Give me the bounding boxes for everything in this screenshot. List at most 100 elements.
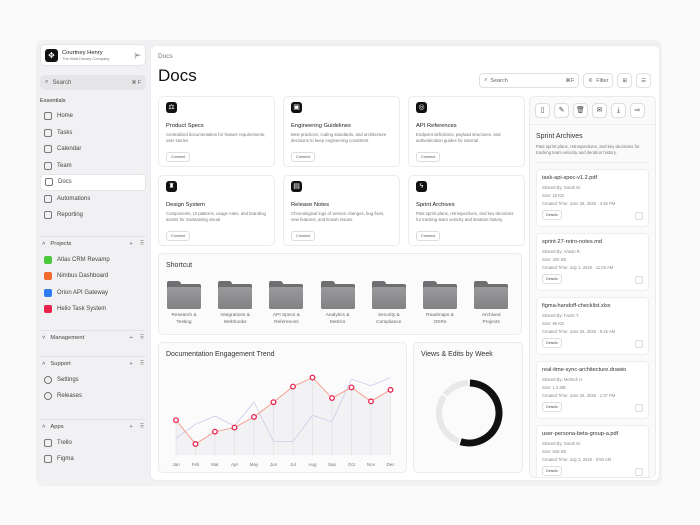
more-icon[interactable] [635,212,643,220]
folder-move-icon[interactable]: ⇨ [630,103,645,118]
management-group-header[interactable]: ˅ Management + ⠿ [40,329,146,346]
shortcut-folder[interactable]: API Specs & References [269,281,304,326]
sidebar-item-calendar[interactable]: Calendar [40,141,146,158]
project-item[interactable]: Orion API Gateway [40,285,146,302]
details-button[interactable]: Details [542,466,562,476]
file-item[interactable]: task-api-spec-v1.2.pdf Shared By: Sarah M… [536,169,649,227]
file-item[interactable]: real-time-sync-architecture.drawio Shared… [536,361,649,419]
app-item-trello[interactable]: Trello [40,435,146,452]
project-icon [44,272,52,281]
support-group-header[interactable]: ˄ Support + ⠿ [40,355,146,372]
x-tick-label: Jul [290,462,296,467]
add-icon[interactable]: + [129,424,133,430]
doc-card[interactable]: ◎ API References Endpoint definitions, pay… [408,96,525,167]
shortcut-folder[interactable]: Integrations & Webhooks [218,281,253,326]
file-shared-by: Shared By: Ahsan R. [542,249,581,254]
card-title: Sprint Archives [416,202,455,208]
account-switcher[interactable]: ✥ Courtney Henry The Walt Disney Company … [40,44,146,66]
card-description: Past sprint plans, retrospectives, and k… [416,211,514,222]
add-icon[interactable]: + [129,361,133,367]
x-tick-label: Jan [172,462,180,467]
details-button[interactable]: Details [542,338,562,348]
sidebar-item-docs[interactable]: Docs [40,174,146,191]
file-item[interactable]: sprint-27-retro-notes.md Shared By: Ahsan… [536,233,649,291]
figma-icon [44,455,52,464]
item-label: Reporting [57,212,84,219]
apps-group-header[interactable]: ˄ Apps + ⠿ [40,418,146,435]
project-item[interactable]: Helio Task System [40,301,146,318]
file-item[interactable]: figma-handoff-checklist.xlsx Shared By: F… [536,297,649,355]
list-view-button[interactable]: ☰ [636,73,651,88]
app-item-figma[interactable]: Figma [40,451,146,468]
breadcrumb[interactable]: Docs [158,53,173,60]
doc-category-icon: ◎ [416,102,427,113]
card-title: Engineering Guidelines [291,123,351,129]
x-tick-label: Apr [231,462,239,467]
x-tick-label: Feb [192,462,200,467]
drag-handle-icon[interactable]: ⠿ [139,424,144,430]
sidebar-item-settings[interactable]: Settings [40,372,146,389]
company-logo-icon: ✥ [45,48,58,62]
add-icon[interactable]: + [129,241,133,247]
collapse-sidebar-icon[interactable]: |⇤ [134,52,141,59]
grid-view-button[interactable]: ⊞ [617,73,633,88]
filter-button[interactable]: ⚟ Filter [583,73,614,88]
doc-card[interactable]: ▤ Release Notes Chronological logs of vers… [283,175,400,246]
trash-icon[interactable]: 🗑 [573,103,588,118]
bookmark-icon[interactable]: ▯ [535,103,550,118]
details-button[interactable]: Details [542,402,562,412]
add-icon[interactable]: + [129,335,133,341]
connect-button[interactable]: Connect [416,231,441,241]
more-icon[interactable] [635,404,643,412]
folder-label: Integrations & Webhooks [220,313,250,325]
shortcut-folder[interactable]: Roadmaps & OKRs [423,281,457,326]
edit-icon[interactable]: ✎ [554,103,569,118]
search-input[interactable]: ⌕ Search ⌘F [479,73,580,88]
shortcut-folder[interactable]: Analytics & Metrics [320,281,355,326]
drag-handle-icon[interactable]: ⠿ [139,335,144,341]
file-created: Created Time: June 25, 2025 · 9:15 AM [542,329,616,334]
file-item[interactable]: user-persona-beta-group-a.pdf Shared By: … [536,425,649,477]
doc-card[interactable]: ϟ Sprint Archives Past sprint plans, retro… [408,175,525,246]
search-placeholder: Search [52,79,72,86]
data-point [231,424,238,431]
project-item[interactable]: Atlas CRM Revamp [40,252,146,269]
grid-icon: ⊞ [622,77,628,84]
item-label: Helio Task System [57,306,107,313]
connect-button[interactable]: Connect [291,152,316,162]
more-icon[interactable] [635,468,643,476]
connect-button[interactable]: Connect [416,152,441,162]
drag-handle-icon[interactable]: ⠿ [139,241,144,247]
search-icon: ⌕ [484,77,488,83]
sidebar-item-releases[interactable]: Releases [40,388,146,405]
connect-button[interactable]: Connect [291,231,316,241]
file-shared-by: Shared By: Sarah M. [542,185,581,190]
sidebar-item-automations[interactable]: Automations [40,191,146,208]
details-button[interactable]: Details [542,210,562,220]
shortcut-folder[interactable]: Research & Testing [167,281,201,326]
mail-icon[interactable]: ✉ [592,103,607,118]
shortcut-folder[interactable]: Archived Projects [474,281,509,326]
shortcut-folder[interactable]: Security & Compliance [371,281,406,326]
more-icon[interactable] [635,340,643,348]
item-label: Trello [57,439,72,446]
doc-card[interactable]: ⚖ Product Specs Centralized documentation … [158,96,275,167]
doc-category-icon: ♜ [166,181,177,192]
sidebar-item-tasks[interactable]: Tasks [40,125,146,142]
connect-button[interactable]: Connect [166,152,191,162]
download-icon[interactable]: ⤓ [611,103,626,118]
projects-group-header[interactable]: ˄ Projects + ⠿ [40,235,146,252]
doc-card[interactable]: ▣ Engineering Guidelines Best practices, c… [283,96,400,167]
project-item[interactable]: Nimbus Dashboard [40,268,146,285]
sidebar-search[interactable]: ⌕ Search ⌘ F [40,75,146,90]
drag-handle-icon[interactable]: ⠿ [139,361,144,367]
sidebar-item-home[interactable]: Home [40,108,146,125]
item-label: Home [57,113,74,120]
connect-button[interactable]: Connect [166,231,191,241]
more-icon[interactable] [635,276,643,284]
sidebar-item-team[interactable]: Team [40,158,146,175]
details-button[interactable]: Details [542,274,562,284]
item-label: Tasks [57,129,73,136]
sidebar-item-reporting[interactable]: Reporting [40,207,146,224]
doc-card[interactable]: ♜ Design System Components, UI patterns, u… [158,175,275,246]
